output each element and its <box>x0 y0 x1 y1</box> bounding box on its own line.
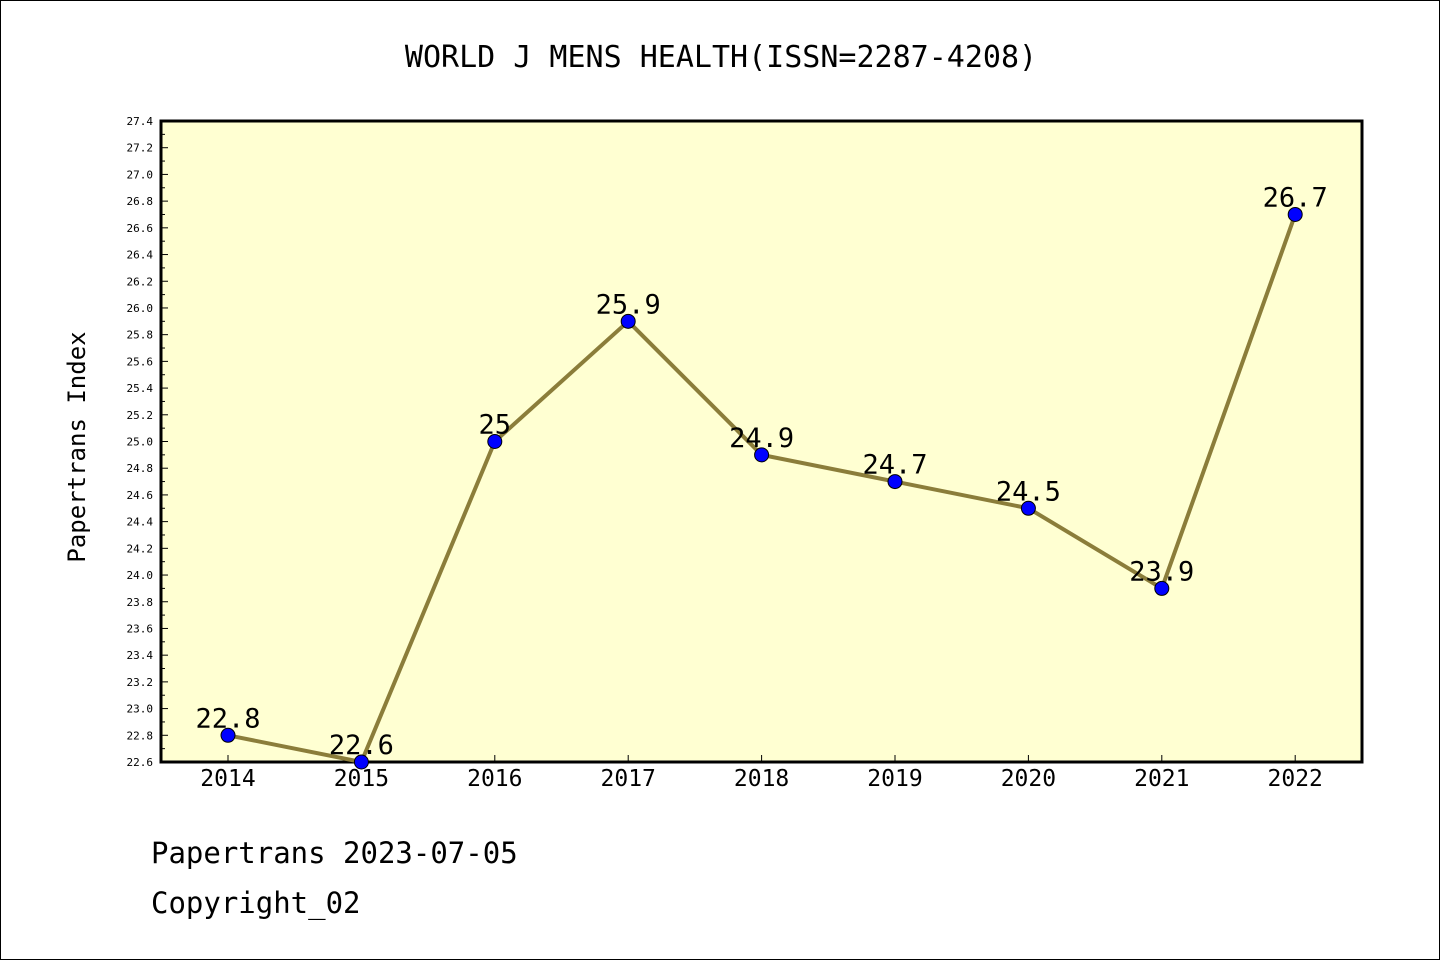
data-point <box>220 727 236 743</box>
y-tick-label: 24.0 <box>127 569 154 582</box>
y-axis-label: Papertrans Index <box>63 331 91 562</box>
data-label: 25.9 <box>596 289 661 320</box>
y-tick-label: 24.6 <box>127 489 154 502</box>
data-point <box>754 447 770 463</box>
data-point <box>353 754 369 770</box>
y-axis: 22.6 22.8 23.0 23.2 23.4 23.6 23.8 24.0 24.2 24.4… <box>127 115 168 769</box>
data-label: 24.5 <box>996 476 1061 507</box>
x-tick-label: 2017 <box>601 766 656 792</box>
data-point <box>887 474 903 490</box>
y-tick-label: 23.8 <box>127 596 154 609</box>
data-label: 24.9 <box>729 423 794 454</box>
y-tick-label: 27.0 <box>127 168 154 181</box>
x-tick-label: 2020 <box>1001 766 1056 792</box>
y-tick-label: 27.2 <box>127 142 154 155</box>
x-tick-label: 2018 <box>734 766 789 792</box>
data-point <box>1287 206 1303 222</box>
series: 22.8 22.6 25 25.9 24.9 24.7 24.5 23.9 26.7 <box>195 182 1328 770</box>
x-tick-label: 2015 <box>334 766 389 792</box>
x-axis: 2014 2015 2016 2017 2018 2019 2020 2021 2022 <box>200 755 1323 792</box>
y-tick-label: 23.2 <box>127 676 154 689</box>
y-tick-label: 27.4 <box>127 115 154 128</box>
y-tick-label: 24.8 <box>127 462 154 475</box>
footer-copyright: Copyright_02 <box>151 886 361 920</box>
y-tick-label: 25.0 <box>127 436 154 449</box>
footer-source: Papertrans 2023-07-05 <box>151 836 518 870</box>
data-point <box>1154 580 1170 596</box>
y-tick-label: 26.0 <box>127 302 154 315</box>
y-tick-label: 26.2 <box>127 275 154 288</box>
data-label: 26.7 <box>1263 182 1328 213</box>
plot-area <box>159 119 1364 764</box>
y-tick-label: 23.6 <box>127 622 154 635</box>
y-tick-label: 26.8 <box>127 195 154 208</box>
x-tick-label: 2016 <box>467 766 522 792</box>
y-tick-label: 22.8 <box>127 729 154 742</box>
data-point <box>487 434 503 449</box>
x-tick-label: 2019 <box>867 766 922 792</box>
y-tick-label: 22.6 <box>127 756 154 769</box>
x-tick-label: 2021 <box>1134 766 1189 792</box>
data-label: 23.9 <box>1129 556 1194 587</box>
y-tick-label: 24.2 <box>127 542 154 555</box>
y-tick-label: 24.4 <box>127 516 154 529</box>
x-tick-label: 2014 <box>200 766 255 792</box>
data-label: 22.8 <box>195 703 260 734</box>
y-tick-label: 23.4 <box>127 649 154 662</box>
y-tick-label: 25.8 <box>127 329 154 342</box>
y-tick-label: 25.2 <box>127 409 154 422</box>
data-label: 25 <box>479 410 512 441</box>
y-tick-label: 26.4 <box>127 249 154 262</box>
data-label: 22.6 <box>329 730 394 761</box>
y-tick-label: 26.6 <box>127 222 154 235</box>
data-point <box>620 313 636 329</box>
y-tick-label: 25.6 <box>127 355 154 368</box>
y-tick-label: 25.4 <box>127 382 154 395</box>
x-tick-label: 2022 <box>1268 766 1323 792</box>
data-label: 24.7 <box>862 450 927 481</box>
data-point <box>1020 500 1036 516</box>
y-tick-label: 23.0 <box>127 703 154 716</box>
chart-title: WORLD J MENS HEALTH(ISSN=2287-4208) <box>405 40 1037 75</box>
